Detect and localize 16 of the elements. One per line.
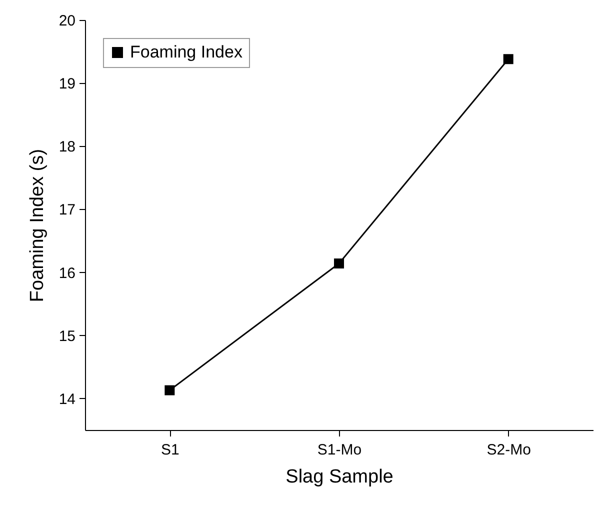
legend-label: Foaming Index bbox=[130, 42, 243, 62]
point bbox=[334, 258, 344, 268]
y-tick-label: 16 bbox=[58, 264, 76, 282]
point bbox=[164, 385, 175, 396]
x-tick-label: S2-Mo bbox=[486, 442, 531, 458]
x-axis-title: Slag Sample bbox=[286, 466, 394, 488]
point bbox=[503, 54, 514, 64]
x-tick-label: S1 bbox=[160, 442, 180, 458]
y-tick-label: 20 bbox=[58, 12, 76, 30]
y-tick-label: 17 bbox=[58, 202, 76, 219]
y-tick-label: 14 bbox=[58, 390, 76, 408]
y-axis-title: Foaming Index (s) bbox=[26, 148, 48, 302]
y-tick-label: 19 bbox=[58, 76, 76, 93]
x-tick-label: S1-Mo bbox=[317, 442, 362, 458]
y-tick-label: 15 bbox=[58, 328, 76, 345]
y-tick-label: 18 bbox=[58, 138, 76, 156]
